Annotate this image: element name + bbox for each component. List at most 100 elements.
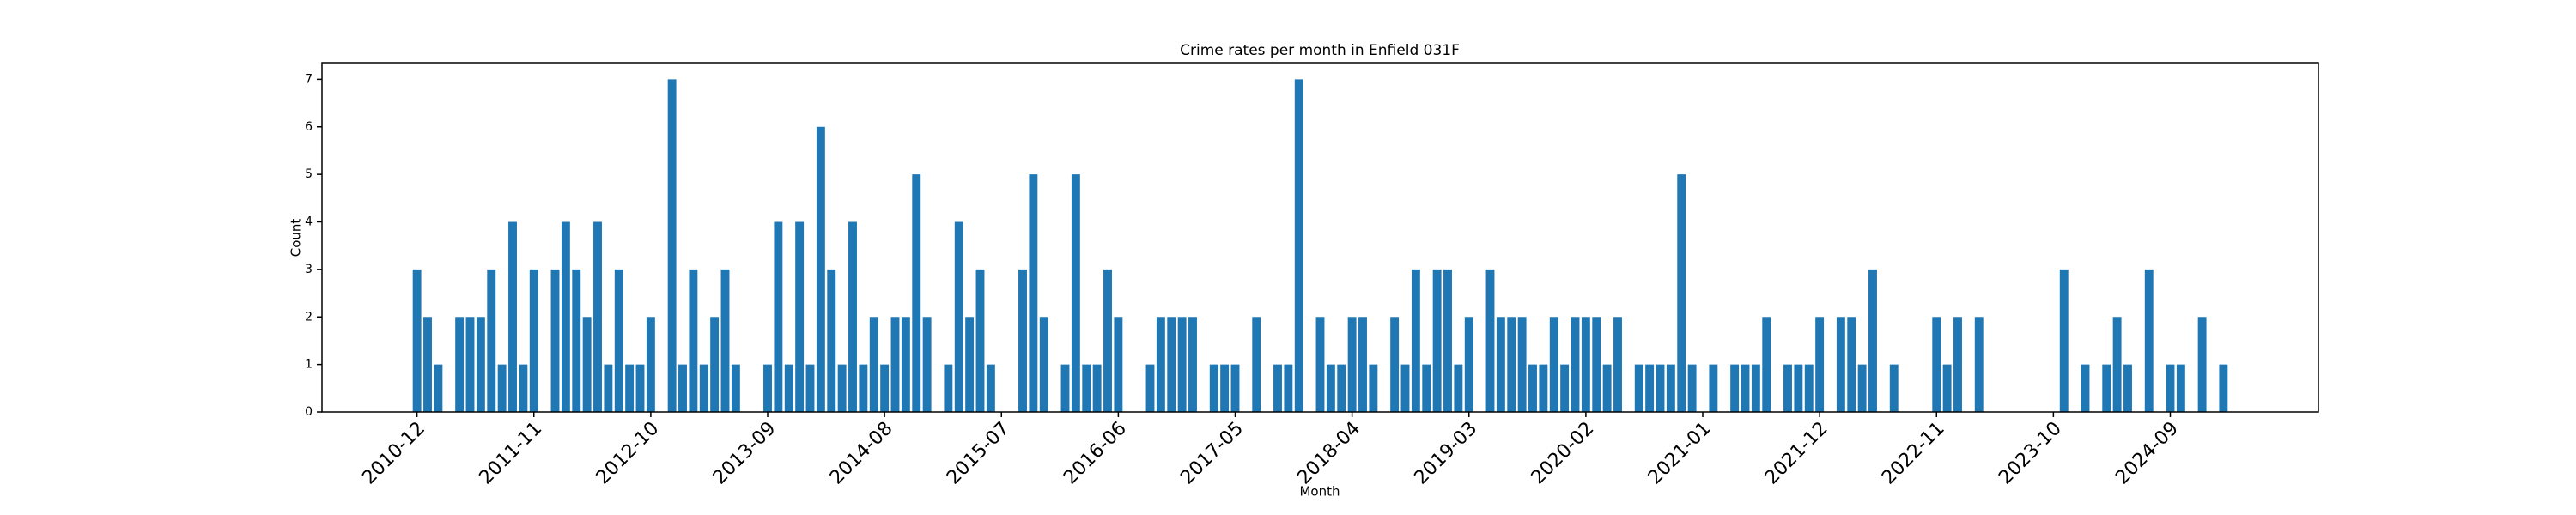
bar [1602, 364, 1612, 412]
bar [1730, 364, 1740, 412]
x-tick-label: 2011-11 [476, 418, 547, 489]
bar [1060, 364, 1070, 412]
bar [1018, 269, 1027, 412]
bar [1443, 269, 1452, 412]
bar [1071, 174, 1080, 412]
bar [1230, 364, 1240, 412]
bar [2144, 269, 2154, 412]
x-tick-label: 2010-12 [358, 418, 429, 489]
x-tick-label: 2018-04 [1293, 418, 1364, 489]
bar [423, 317, 432, 412]
x-tick-label: 2015-07 [943, 418, 1014, 489]
bar [582, 317, 592, 412]
bar [837, 364, 847, 412]
y-tick-label: 6 [305, 120, 313, 134]
x-tick-label: 2017-05 [1176, 418, 1248, 489]
bar [1411, 269, 1420, 412]
bar [1390, 317, 1400, 412]
bar [1485, 269, 1495, 412]
bar [1496, 317, 1505, 412]
y-tick-label: 1 [305, 358, 313, 372]
bar [1432, 269, 1442, 412]
bar [2219, 364, 2228, 412]
plot-frame [321, 62, 2319, 413]
bar [1656, 364, 1665, 412]
bar [1188, 317, 1197, 412]
bar [1347, 317, 1357, 412]
bar [1177, 317, 1187, 412]
bar [880, 364, 890, 412]
bar [434, 364, 443, 412]
bar [2112, 317, 2122, 412]
y-tick-label: 0 [305, 405, 313, 419]
bar [1783, 364, 1792, 412]
bar [1560, 364, 1570, 412]
bar [1422, 364, 1431, 412]
bar [1539, 364, 1548, 412]
bar [2081, 364, 2090, 412]
bar [572, 269, 581, 412]
bar [2059, 269, 2069, 412]
bar [890, 317, 900, 412]
bar [2197, 317, 2207, 412]
bar [1836, 317, 1845, 412]
bar [859, 364, 868, 412]
bar [1337, 364, 1346, 412]
bar [869, 317, 878, 412]
bar [965, 317, 975, 412]
bar [1613, 317, 1622, 412]
bar [1209, 364, 1218, 412]
bar [487, 269, 496, 412]
bar [1464, 317, 1473, 412]
chart-title: Crime rates per month in Enfield 031F [1180, 42, 1460, 59]
bar [1528, 364, 1537, 412]
x-tick-label: 2021-01 [1644, 418, 1716, 489]
x-tick-label: 2012-10 [592, 418, 664, 489]
bar [763, 364, 772, 412]
x-axis-label: Month [1299, 484, 1340, 500]
bar [412, 269, 422, 412]
x-tick-label: 2016-06 [1060, 418, 1131, 489]
bar [1114, 317, 1123, 412]
bar [848, 221, 857, 412]
bar [508, 221, 517, 412]
bar [550, 269, 560, 412]
bar [1794, 364, 1803, 412]
bar [1687, 364, 1697, 412]
bar [455, 317, 465, 412]
bar [1889, 364, 1899, 412]
y-tick-label: 3 [305, 263, 313, 276]
bar [465, 317, 475, 412]
bar [519, 364, 528, 412]
bar [954, 221, 963, 412]
y-tick-label: 7 [305, 72, 313, 86]
bar [2123, 364, 2132, 412]
bar [1315, 317, 1325, 412]
bar [774, 221, 783, 412]
y-tick-label: 5 [305, 167, 313, 181]
bar [1358, 317, 1367, 412]
bar [2176, 364, 2185, 412]
bar [1677, 174, 1686, 412]
bar [1294, 79, 1303, 412]
x-tick-label: 2019-03 [1411, 418, 1482, 489]
bar [1167, 317, 1176, 412]
bar [1092, 364, 1102, 412]
bar [1284, 364, 1293, 412]
bar [1082, 364, 1091, 412]
bar [784, 364, 793, 412]
bar [1645, 364, 1655, 412]
bar [1145, 364, 1155, 412]
bar [1252, 317, 1261, 412]
bar [912, 174, 921, 412]
x-tick-label: 2013-09 [709, 418, 781, 489]
bar [1741, 364, 1750, 412]
bar [1709, 364, 1718, 412]
bar [699, 364, 708, 412]
bar [901, 317, 910, 412]
bar [635, 364, 645, 412]
y-axis-label: Count [289, 219, 304, 258]
bar [667, 79, 677, 412]
bar [1751, 364, 1760, 412]
